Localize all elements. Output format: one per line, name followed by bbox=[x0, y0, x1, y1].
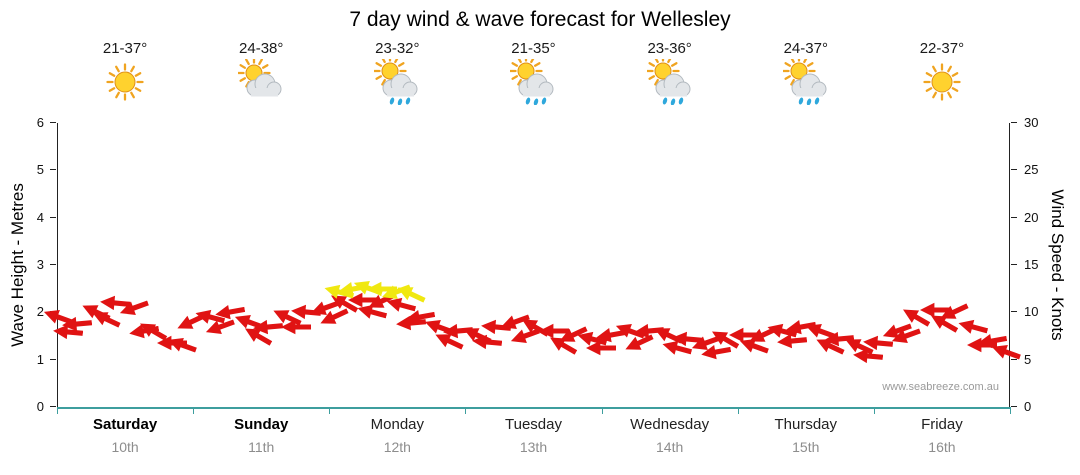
day-headers-row: 21-37° 24-38° 23-32° 21-35° 23-36° 24-37° 22-3… bbox=[57, 40, 1010, 106]
day-name-label: Wednesday bbox=[630, 416, 710, 433]
day-date-label: 10th bbox=[111, 439, 139, 455]
day-name-label: Sunday bbox=[234, 416, 289, 433]
sun-cloud-rain-icon bbox=[509, 54, 556, 106]
tick-mark bbox=[1011, 311, 1017, 313]
day-boundary-tick bbox=[57, 409, 58, 414]
sun-cloud-rain-icon bbox=[782, 54, 829, 106]
tick-mark bbox=[1011, 358, 1017, 360]
watermark: www.seabreeze.com.au bbox=[882, 381, 999, 393]
day-header: 23-36° bbox=[602, 40, 738, 106]
tick-mark bbox=[50, 264, 56, 265]
day-header: 24-38° bbox=[193, 40, 329, 105]
day-temp-range: 23-36° bbox=[647, 40, 692, 57]
tick-mark bbox=[50, 169, 56, 171]
day-label: Thursday 15th bbox=[738, 416, 874, 455]
sun-icon bbox=[919, 59, 965, 105]
day-date-label: 11th bbox=[248, 439, 275, 455]
day-temp-range: 22-37° bbox=[919, 40, 965, 57]
day-label: Tuesday 13th bbox=[465, 416, 601, 455]
left-axis-ticks: 0 1 2 3 4 5 6 bbox=[0, 115, 56, 414]
day-name-label: Saturday bbox=[92, 416, 158, 433]
day-name-label: Tuesday bbox=[505, 416, 562, 433]
right-axis-ticks: 0 5 10 15 20 25 30 bbox=[1011, 115, 1080, 414]
tick-label: 1 bbox=[36, 351, 44, 367]
sun-icon bbox=[102, 59, 148, 105]
day-temp-range: 23-32° bbox=[375, 40, 420, 57]
day-header: 23-32° bbox=[329, 40, 465, 106]
tick-label: 25 bbox=[1024, 162, 1039, 178]
day-header: 21-37° bbox=[57, 40, 193, 105]
day-boundary-tick bbox=[1010, 409, 1011, 414]
day-header: 24-37° bbox=[738, 40, 874, 106]
tick-label: 4 bbox=[36, 209, 44, 225]
day-date-label: 14th bbox=[656, 439, 684, 455]
day-name-label: Thursday bbox=[774, 416, 838, 433]
day-header: 21-35° bbox=[465, 40, 601, 106]
tick-mark bbox=[1011, 169, 1017, 171]
day-label: Saturday 10th bbox=[57, 416, 193, 455]
day-temp-range: 21-35° bbox=[511, 40, 556, 57]
day-boundary-tick bbox=[873, 409, 875, 414]
tick-mark bbox=[50, 358, 56, 360]
day-temp-range: 21-37° bbox=[102, 40, 148, 57]
day-temp-range: 24-37° bbox=[783, 40, 828, 57]
sun-cloud-rain-icon bbox=[645, 54, 693, 106]
wind-arrow bbox=[118, 295, 151, 319]
tick-label: 10 bbox=[1024, 304, 1039, 320]
tick-label: 5 bbox=[36, 162, 44, 178]
tick-mark bbox=[1011, 406, 1017, 407]
x-axis-day-ticks bbox=[57, 409, 1011, 415]
tick-mark bbox=[50, 122, 56, 123]
sun-cloud-icon bbox=[237, 56, 284, 105]
tick-label: 30 bbox=[1024, 115, 1039, 130]
day-name-label: Friday bbox=[921, 416, 963, 433]
tick-mark bbox=[50, 216, 56, 218]
tick-mark bbox=[1011, 216, 1017, 218]
page-title: 7 day wind & wave forecast for Wellesley bbox=[349, 8, 731, 31]
day-date-label: 16th bbox=[928, 439, 956, 455]
day-header: 22-37° bbox=[874, 40, 1010, 105]
day-temp-range: 24-38° bbox=[239, 40, 284, 57]
tick-mark bbox=[1011, 264, 1017, 265]
day-label: Monday 12th bbox=[329, 416, 465, 455]
day-boundary-tick bbox=[601, 409, 603, 414]
x-axis-day-labels: Saturday 10th Sunday 11th Monday 12th Tuesday 1… bbox=[57, 416, 1010, 455]
tick-label: 6 bbox=[36, 115, 44, 130]
tick-label: 5 bbox=[1024, 351, 1032, 367]
day-date-label: 15th bbox=[792, 439, 820, 455]
day-label: Wednesday 14th bbox=[602, 416, 738, 455]
day-boundary-tick bbox=[465, 409, 467, 414]
chart-plot-area: www.seabreeze.com.au bbox=[57, 123, 1010, 407]
day-boundary-tick bbox=[329, 409, 331, 414]
day-name-label: Monday bbox=[370, 416, 425, 433]
day-date-label: 12th bbox=[383, 439, 411, 455]
day-label: Friday 16th bbox=[874, 416, 1010, 455]
x-axis-line bbox=[57, 407, 1011, 409]
tick-mark bbox=[50, 406, 56, 407]
day-boundary-tick bbox=[737, 409, 739, 414]
tick-label: 15 bbox=[1024, 257, 1039, 272]
tick-label: 20 bbox=[1024, 209, 1039, 225]
tick-mark bbox=[1011, 122, 1017, 123]
tick-label: 3 bbox=[36, 257, 44, 272]
tick-label: 0 bbox=[36, 399, 44, 414]
wind-arrow bbox=[956, 315, 989, 337]
sun-cloud-rain-icon bbox=[373, 54, 420, 106]
tick-label: 0 bbox=[1024, 399, 1032, 414]
day-boundary-tick bbox=[193, 409, 195, 414]
tick-label: 2 bbox=[36, 304, 44, 320]
day-date-label: 13th bbox=[519, 439, 548, 455]
day-label: Sunday 11th bbox=[193, 416, 329, 455]
